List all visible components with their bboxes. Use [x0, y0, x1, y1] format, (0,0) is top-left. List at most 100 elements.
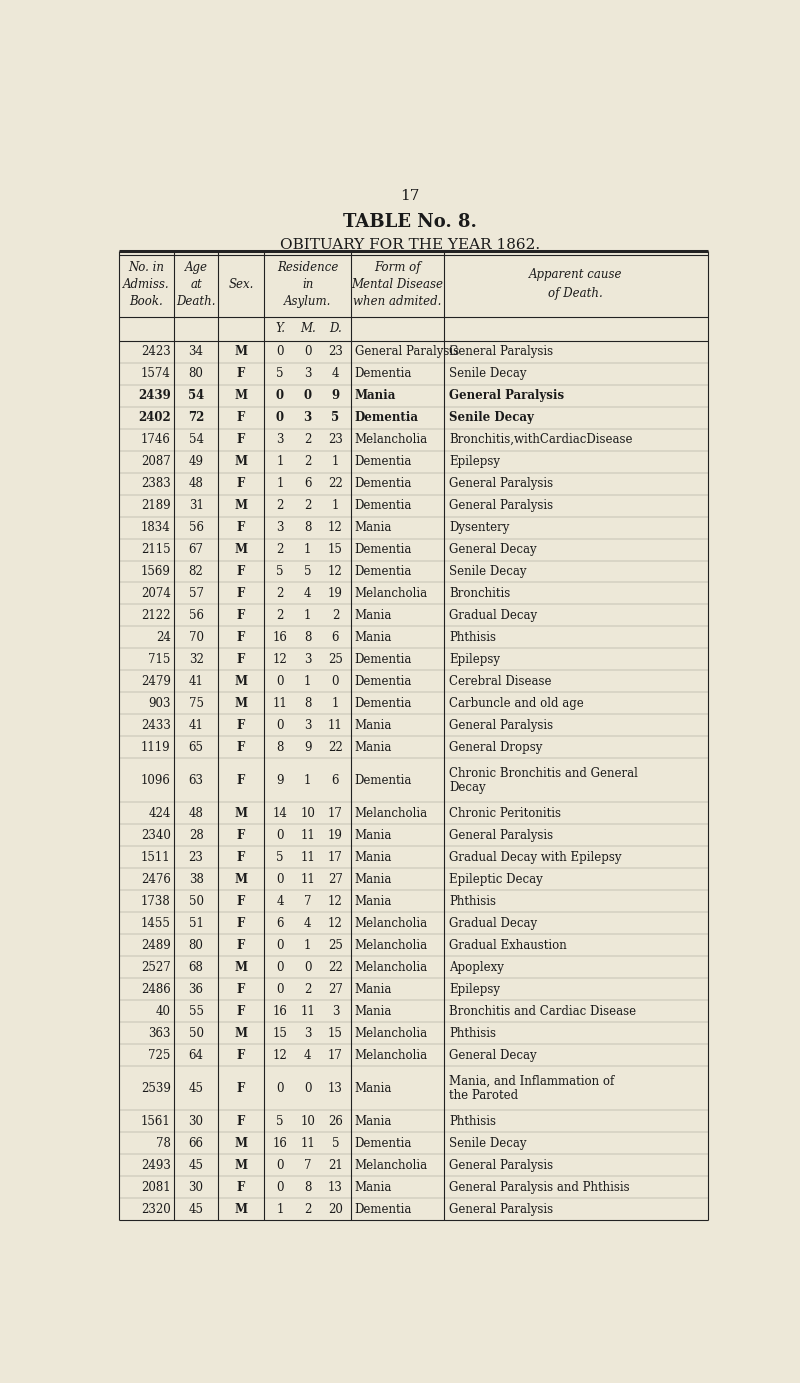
Text: 12: 12	[273, 653, 287, 667]
Text: 0: 0	[276, 346, 284, 358]
Text: 4: 4	[304, 1048, 311, 1062]
Text: Dementia: Dementia	[355, 499, 412, 512]
Text: 0: 0	[276, 411, 284, 425]
Text: Gradual Decay with Epilepsy: Gradual Decay with Epilepsy	[449, 851, 622, 864]
Text: Dementia: Dementia	[355, 653, 412, 667]
Text: 23: 23	[328, 346, 343, 358]
Text: Mania: Mania	[355, 851, 392, 864]
Text: 1096: 1096	[141, 774, 170, 787]
Text: M: M	[234, 1137, 247, 1149]
Text: Admiss.: Admiss.	[123, 278, 170, 290]
Text: Mania: Mania	[355, 1181, 392, 1194]
Text: Melancholia: Melancholia	[355, 917, 428, 929]
Text: 9: 9	[276, 774, 284, 787]
Text: 7: 7	[304, 895, 311, 907]
Text: 0: 0	[276, 675, 284, 687]
Text: Apoplexy: Apoplexy	[449, 961, 504, 974]
Text: 50: 50	[189, 895, 203, 907]
Text: Bronchitis,withCardiacDisease: Bronchitis,withCardiacDisease	[449, 433, 633, 447]
Text: 5: 5	[332, 1137, 339, 1149]
Text: 8: 8	[304, 521, 311, 534]
Text: F: F	[237, 609, 245, 622]
Text: 15: 15	[328, 544, 343, 556]
Text: 1: 1	[304, 609, 311, 622]
Text: 17: 17	[328, 851, 343, 864]
Text: F: F	[237, 366, 245, 380]
Text: 0: 0	[276, 983, 284, 996]
Text: 1: 1	[304, 774, 311, 787]
Text: Dementia: Dementia	[355, 675, 412, 687]
Text: 8: 8	[304, 697, 311, 709]
Text: 23: 23	[328, 433, 343, 447]
Text: 22: 22	[328, 477, 343, 490]
Text: 0: 0	[276, 389, 284, 402]
Text: 9: 9	[304, 741, 311, 754]
Text: 725: 725	[148, 1048, 170, 1062]
Text: 11: 11	[328, 719, 343, 732]
Text: Mental Disease: Mental Disease	[352, 278, 443, 290]
Text: Senile Decay: Senile Decay	[449, 411, 534, 425]
Text: M: M	[234, 499, 247, 512]
Text: 363: 363	[148, 1026, 170, 1040]
Text: 1: 1	[332, 499, 339, 512]
Text: F: F	[237, 828, 245, 842]
Text: in: in	[302, 278, 314, 290]
Text: 11: 11	[273, 697, 287, 709]
Text: Age: Age	[185, 260, 208, 274]
Text: 3: 3	[303, 411, 312, 425]
Text: 2: 2	[304, 1203, 311, 1216]
Text: General Paralysis and Phthisis: General Paralysis and Phthisis	[449, 1181, 630, 1194]
Text: 19: 19	[328, 586, 343, 600]
Text: Mania: Mania	[355, 521, 392, 534]
Text: 22: 22	[328, 741, 343, 754]
Text: M: M	[234, 806, 247, 820]
Text: 2: 2	[332, 609, 339, 622]
Text: Senile Decay: Senile Decay	[449, 366, 526, 380]
Text: Mania: Mania	[355, 609, 392, 622]
Text: Death.: Death.	[176, 295, 216, 307]
Text: Mania: Mania	[355, 895, 392, 907]
Text: Carbuncle and old age: Carbuncle and old age	[449, 697, 584, 709]
Text: 2493: 2493	[141, 1159, 170, 1171]
Text: 55: 55	[189, 1005, 203, 1018]
Text: 2: 2	[276, 499, 284, 512]
Text: 2: 2	[276, 544, 284, 556]
Text: General Decay: General Decay	[449, 1048, 537, 1062]
Text: 2527: 2527	[141, 961, 170, 974]
Text: Dementia: Dementia	[355, 477, 412, 490]
Text: Dementia: Dementia	[355, 1203, 412, 1216]
Text: 3: 3	[276, 521, 284, 534]
Text: 1: 1	[304, 939, 311, 952]
Text: 0: 0	[332, 675, 339, 687]
Text: General Paralysis: General Paralysis	[449, 346, 553, 358]
Text: 0: 0	[276, 1181, 284, 1194]
Text: 903: 903	[148, 697, 170, 709]
Text: 8: 8	[276, 741, 284, 754]
Text: 2: 2	[304, 455, 311, 467]
Text: 10: 10	[300, 806, 315, 820]
Text: F: F	[237, 433, 245, 447]
Text: 4: 4	[304, 586, 311, 600]
Text: General Paralysis: General Paralysis	[449, 719, 553, 732]
Text: 2081: 2081	[141, 1181, 170, 1194]
Text: 54: 54	[189, 433, 203, 447]
Text: Mania: Mania	[355, 983, 392, 996]
Text: Epilepsy: Epilepsy	[449, 653, 500, 667]
Text: 40: 40	[156, 1005, 170, 1018]
Text: 2340: 2340	[141, 828, 170, 842]
Text: 1: 1	[332, 697, 339, 709]
Text: F: F	[237, 917, 245, 929]
Text: 16: 16	[273, 1137, 287, 1149]
Text: General Paralysis: General Paralysis	[449, 1159, 553, 1171]
Text: Melancholia: Melancholia	[355, 961, 428, 974]
Text: F: F	[237, 939, 245, 952]
Text: F: F	[237, 1082, 245, 1095]
Text: 11: 11	[300, 873, 315, 887]
Text: 5: 5	[304, 566, 311, 578]
Text: Mania: Mania	[355, 828, 392, 842]
Text: F: F	[237, 411, 245, 425]
Text: Mania: Mania	[355, 389, 396, 402]
Text: 38: 38	[189, 873, 203, 887]
Text: 41: 41	[189, 719, 203, 732]
Text: 78: 78	[156, 1137, 170, 1149]
